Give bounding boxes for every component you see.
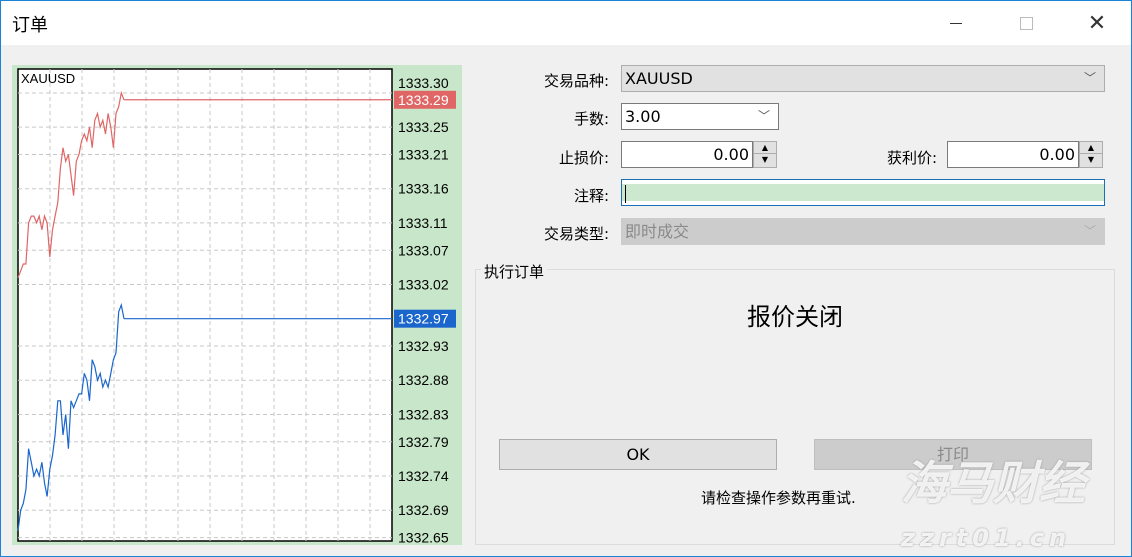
order-type-select[interactable]: 即时成交 ﹀ [621,218,1105,245]
y-tick-label: 1332.88 [398,372,449,388]
last-price-label-ask: 1333.29 [398,92,449,108]
watermark-url: zzrt01.cn [901,524,1072,552]
y-tick-label: 1332.79 [398,434,449,450]
y-tick-label: 1332.83 [398,406,449,422]
quote-status: 报价关闭 [747,303,843,331]
chart-title: XAUUSD [21,71,75,86]
volume-label: 手数: [573,110,609,128]
chevron-down-icon: ﹀ [757,109,770,123]
order-type-value: 即时成交 [625,222,690,241]
tick-chart: 1333.30 1333.25 1333.21 1333.16 1333.11 1333.… [12,65,462,545]
stop-loss-input[interactable]: 0.00 [621,141,753,168]
maximize-button[interactable] [1003,1,1049,45]
comment-input[interactable] [621,179,1105,206]
spin-up-icon[interactable]: ▲ [1080,142,1102,154]
text-cursor [625,184,626,203]
last-price-badge-ask [394,90,456,109]
print-button[interactable]: 打印 [814,439,1092,470]
last-price-label-bid: 1332.97 [398,311,449,327]
minimize-button[interactable] [933,1,979,45]
take-profit-label: 获利价: [886,149,937,167]
y-tick-label: 1333.07 [398,242,449,258]
maximize-icon [1019,16,1033,30]
last-price-badge-bid [394,309,456,328]
plot-area [17,68,393,542]
error-message: 请检查操作参数再重试. [701,489,856,507]
price-line-ask [17,90,125,278]
symbol-select[interactable]: XAUUSD ﹀ [621,65,1105,92]
order-type-label: 交易类型: [543,225,609,243]
execution-group-title: 执行订单 [481,261,548,282]
chevron-down-icon: ﹀ [1083,71,1096,85]
comment-label: 注释: [573,187,609,205]
y-tick-label: 1333.11 [398,215,448,231]
take-profit-input[interactable]: 0.00 [947,141,1079,168]
minimize-icon [950,22,962,24]
execution-group [475,269,1115,545]
y-tick-label: 1333.21 [398,147,449,163]
y-tick-label: 1333.30 [398,75,449,91]
watermark-logo: 海马财经 [901,456,1085,510]
stop-loss-label: 止损价: [558,149,609,167]
volume-select[interactable]: 3.00 ﹀ [621,103,779,130]
price-line-bid [17,302,125,531]
spin-down-icon[interactable]: ▼ [761,155,769,164]
close-button[interactable]: ✕ [1074,1,1120,45]
ok-button[interactable]: OK [499,439,777,470]
symbol-label: 交易品种: [543,72,609,90]
y-tick-label: 1333.16 [398,181,449,197]
y-tick-label: 1332.93 [398,338,449,354]
spin-down-icon[interactable]: ▼ [1087,155,1095,164]
stop-loss-spinner[interactable]: ▲ ▼ [753,141,777,168]
close-icon: ✕ [1087,10,1107,36]
y-tick-label: 1332.65 [398,530,449,545]
y-tick-label: 1332.69 [398,502,449,518]
symbol-value: XAUUSD [625,69,693,88]
y-tick-label: 1332.74 [398,468,449,484]
chevron-down-icon: ﹀ [1083,224,1096,238]
y-tick-label: 1333.25 [398,119,449,135]
title-bar: 订单 ✕ [1,1,1131,45]
window-title: 订单 [12,15,48,36]
y-tick-label: 1333.02 [398,276,449,292]
volume-value: 3.00 [625,107,661,126]
spin-up-icon[interactable]: ▲ [754,142,776,154]
take-profit-spinner[interactable]: ▲ ▼ [1079,141,1103,168]
